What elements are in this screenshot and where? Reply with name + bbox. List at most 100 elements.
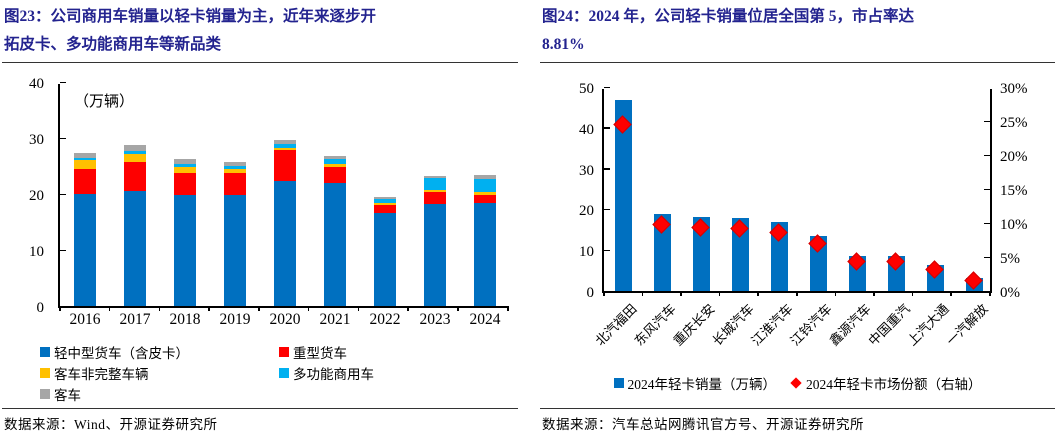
x-axis-tick	[108, 306, 111, 311]
bar-segment	[174, 163, 196, 168]
legend-item: 多功能商用车	[279, 362, 518, 383]
legend-item: 客车非完整车辆	[40, 362, 279, 383]
bar-scatter-chart-plot: 北汽福田 东风汽车 重庆长安 长城汽车 江淮汽车 江铃汽车 鑫源汽车 中国重汽 上汽大通 一汽解放	[593, 86, 992, 349]
legend-label: 多功能商用车	[293, 366, 374, 382]
bar-segment	[374, 198, 396, 204]
legend-item: 重型货车	[279, 341, 518, 362]
bar-segment	[74, 169, 96, 194]
left-axis-tick	[604, 127, 610, 129]
left-axis-tick	[604, 208, 610, 211]
figure-24-title-line2: 8.81%	[542, 36, 585, 53]
y-axis-labels: 0 10 20 30 40	[2, 77, 50, 316]
x-axis-category-label: 中国重汽	[865, 301, 914, 349]
bar-segment	[424, 178, 446, 190]
y-axis-tick-label: 10	[29, 244, 44, 260]
bar-segment	[374, 197, 396, 199]
bar-segment	[124, 154, 146, 163]
right-axis-tick-label: 15%	[1000, 183, 1028, 199]
x-axis-tick	[989, 291, 991, 296]
x-axis-tick	[457, 306, 459, 311]
y-axis-tick-label: 30	[29, 132, 44, 148]
bar-sales	[732, 217, 749, 291]
bar-segment	[474, 174, 496, 180]
bar-segment	[174, 195, 196, 306]
left-axis-tick	[604, 86, 610, 88]
x-axis-category-label: 上汽大通	[904, 301, 953, 349]
bar-segment	[424, 189, 446, 192]
y-axis-tick	[60, 249, 66, 251]
right-axis-tick-label: 20%	[1000, 149, 1028, 165]
x-axis-category-label: 长城汽车	[709, 301, 758, 349]
bar-segment	[324, 183, 346, 306]
bar-segment	[124, 190, 146, 306]
bar-sales	[615, 100, 632, 291]
figure-24-title-line1: 图24：2024 年，公司轻卡销量位居全国第 5，市占率达	[542, 8, 915, 25]
x-axis-category-label: 2020	[269, 311, 301, 328]
bar-segment	[74, 160, 96, 170]
source-divider	[540, 408, 1055, 409]
y-axis-tick-label: 0	[36, 300, 45, 316]
bar-sales	[654, 213, 671, 291]
x-axis-category-label: 重庆长安	[670, 301, 719, 349]
bar-segment	[174, 167, 196, 174]
x-axis-category-label: 2021	[319, 311, 351, 328]
x-axis-tick	[680, 291, 682, 296]
y-axis-tick	[60, 193, 66, 195]
legend-label: 客车	[54, 387, 81, 403]
y-axis-unit-label: （万辆）	[74, 94, 135, 110]
bar-segment	[224, 166, 246, 170]
x-axis-tick	[911, 291, 914, 296]
bar-sales	[771, 222, 788, 291]
left-axis-tick	[604, 168, 610, 170]
legend-swatch-icon	[40, 346, 50, 357]
figure-23-source: 数据来源：Wind、开源证券研究所	[4, 417, 218, 432]
x-axis-category-label: 鑫源汽车	[826, 301, 875, 349]
legend-swatch-icon	[279, 367, 289, 378]
x-axis-tick	[258, 306, 260, 311]
x-axis-tick	[603, 291, 605, 296]
x-axis-category-label: 江铃汽车	[787, 301, 836, 349]
x-axis-tick	[796, 291, 798, 296]
right-axis-tick	[984, 256, 990, 258]
bar-segment	[424, 203, 446, 306]
bar-segment	[324, 163, 346, 167]
x-axis-tick	[357, 306, 360, 311]
x-axis-tick	[873, 291, 875, 296]
bar-segment	[174, 173, 196, 196]
x-axis-category-label: 2022	[369, 311, 401, 328]
x-axis-category-label: 一汽解放	[943, 301, 992, 349]
bar-segment	[174, 159, 196, 164]
right-axis-tick-label: 0%	[1000, 285, 1020, 301]
legend-item: 客车	[40, 383, 279, 404]
bar-segment	[324, 159, 346, 164]
right-axis-tick	[984, 188, 990, 190]
bar-segment	[474, 179, 496, 192]
bar-segment	[474, 191, 496, 195]
x-axis-tick	[208, 306, 210, 311]
bar-segment	[274, 150, 296, 181]
bar-segment	[74, 152, 96, 159]
x-axis-tick	[59, 306, 61, 311]
legend-item: 2024年轻卡市场份额（右轴）	[790, 373, 982, 393]
x-axis-tick	[507, 306, 509, 311]
x-axis-tick	[757, 291, 759, 296]
x-axis-category-label: 2018	[169, 311, 201, 328]
title-divider	[540, 62, 1055, 63]
right-axis-tick-label: 5%	[1000, 251, 1020, 267]
x-axis-tick	[718, 291, 721, 296]
left-axis-tick-label: 20	[579, 203, 594, 220]
legend-item: 轻中型货车（含皮卡）	[40, 341, 279, 362]
bar-segment	[374, 203, 396, 206]
legend-label: 2024年轻卡销量（万辆）	[627, 377, 777, 392]
left-axis-tick-label: 10	[579, 244, 594, 261]
legend-label: 重型货车	[293, 345, 347, 361]
legend-label: 客车非完整车辆	[54, 366, 149, 382]
y-axis-tick-label: 20	[29, 188, 44, 204]
bar-segment	[424, 176, 446, 179]
bar-segment	[224, 194, 246, 306]
figure-24-source: 数据来源：汽车总站网腾讯官方号、开源证券研究所	[542, 417, 864, 432]
left-axis-tick-label: 50	[579, 81, 594, 97]
bar-segment	[124, 145, 146, 152]
bar-segment	[274, 180, 296, 306]
right-axis-tick	[984, 222, 990, 224]
